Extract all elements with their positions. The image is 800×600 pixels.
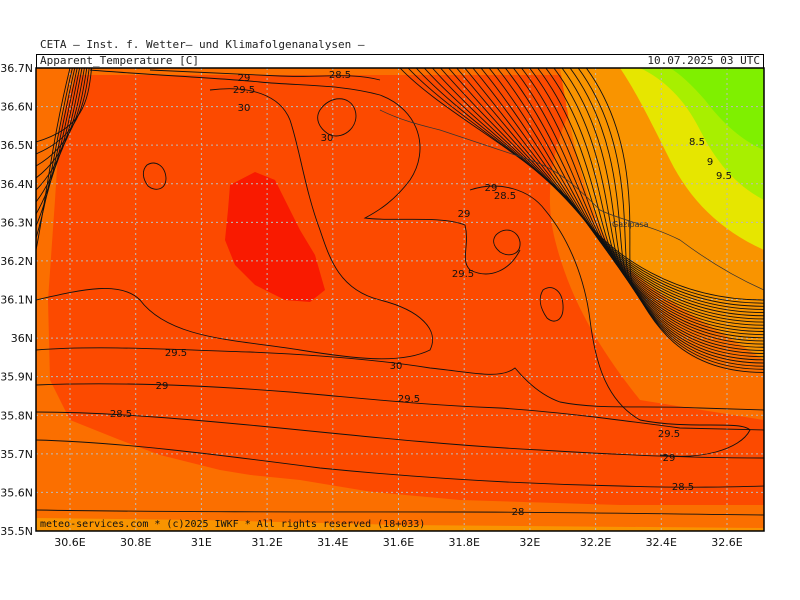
contour-label: 8.5 — [689, 137, 705, 148]
contour-label: 28.5 — [672, 482, 694, 493]
latitude-axis: 36.7N 36.6N 36.5N 36.4N 36.3N 36.2N 36.1N 36N 35… — [0, 62, 33, 538]
lon-tick-label: 31E — [191, 536, 212, 549]
contour-line — [36, 68, 81, 203]
contour-label: 29.5 — [658, 429, 680, 440]
field-cool-south — [36, 430, 764, 531]
contour-label: 29 — [156, 381, 169, 392]
longitude-axis: 30.6E 30.8E 31E 31.2E 31.4E 31.6E 31.8E 32E 32.2… — [54, 536, 742, 549]
field-hot — [225, 172, 325, 302]
contour-line — [553, 68, 764, 361]
lon-tick-label: 30.8E — [120, 536, 151, 549]
parameter-label: Apparent_Temperature [C] — [40, 54, 199, 67]
lon-tick-label: 32E — [519, 536, 540, 549]
contour-label: 29 — [238, 73, 251, 84]
contour-line — [36, 68, 78, 215]
contour-label: 29.5 — [398, 394, 420, 405]
lat-tick-label: 35.5N — [0, 525, 33, 538]
contour-label: 30 — [390, 361, 403, 372]
contour-lines — [36, 68, 764, 516]
lat-tick-label: 36.4N — [0, 178, 33, 191]
chart-title: CETA – Inst. f. Wetter– und Klimafolgena… — [40, 38, 365, 51]
contour-line — [561, 68, 764, 364]
contour-label: 9 — [707, 157, 713, 168]
lon-tick-label: 32.2E — [580, 536, 611, 549]
field-warm — [48, 75, 764, 520]
contour-label: 28.5 — [494, 191, 516, 202]
contour-line — [36, 347, 764, 411]
lat-tick-label: 35.8N — [0, 409, 33, 422]
contour-line — [36, 68, 76, 227]
contour-line — [36, 88, 433, 360]
lat-tick-label: 36.1N — [0, 294, 33, 307]
field-green-ne — [670, 68, 764, 150]
contour-line — [513, 68, 764, 345]
lon-tick-label: 32.4E — [646, 536, 677, 549]
contour-line — [539, 287, 564, 322]
contour-label: 29 — [485, 183, 498, 194]
contour-line — [36, 509, 764, 516]
contour-line — [89, 69, 521, 275]
field-cooler-south — [36, 518, 764, 531]
contour-line — [317, 98, 357, 137]
contour-label: 29.5 — [165, 348, 187, 359]
contour-line — [36, 439, 764, 488]
contour-line — [36, 68, 90, 155]
lat-tick-label: 35.6N — [0, 486, 33, 499]
contour-label: 30 — [238, 103, 251, 114]
map-fields — [36, 68, 764, 531]
contour-line — [493, 229, 521, 256]
contour-line — [537, 68, 764, 354]
contour-line — [36, 383, 764, 431]
contour-line — [36, 68, 93, 143]
lat-lon-grid — [36, 68, 764, 531]
lat-tick-label: 35.7N — [0, 448, 33, 461]
valid-time: 10.07.2025 03 UTC — [647, 54, 760, 67]
contour-label: 28.5 — [329, 70, 351, 81]
credit-line: meteo-services.com * (c)2025 IWKF * All … — [40, 519, 425, 530]
contour-line — [469, 185, 751, 457]
contour-label: 29.5 — [233, 85, 255, 96]
contour-line — [149, 69, 381, 81]
lon-tick-label: 31.6E — [383, 536, 414, 549]
contour-label: 28 — [512, 507, 525, 518]
lon-tick-label: 31.8E — [448, 536, 479, 549]
lat-tick-label: 36.7N — [0, 62, 33, 75]
lon-tick-label: 30.6E — [54, 536, 85, 549]
lon-tick-label: 31.4E — [317, 536, 348, 549]
contour-line — [36, 411, 764, 459]
lat-tick-label: 36.6N — [0, 101, 33, 114]
dense-contours — [36, 68, 764, 373]
contour-label: 29.5 — [452, 269, 474, 280]
lon-tick-label: 31.2E — [251, 536, 282, 549]
contour-label: 29 — [663, 453, 676, 464]
place-label: Gazipasa — [612, 220, 649, 229]
contour-line — [36, 68, 71, 251]
contour-line — [521, 68, 764, 348]
lat-tick-label: 36.5N — [0, 139, 33, 152]
contour-line — [577, 68, 764, 370]
contour-label: 30 — [321, 133, 334, 144]
lat-tick-label: 36.3N — [0, 216, 33, 229]
contour-label: 9.5 — [716, 171, 732, 182]
contour-label: 29 — [458, 209, 471, 220]
lon-tick-label: 32.6E — [711, 536, 742, 549]
header-box — [36, 54, 764, 68]
map-frame — [35, 67, 765, 532]
contour-labels: 29 29.5 30 28.5 30 29.5 30 29 29.5 29.5 … — [110, 70, 732, 518]
coastline — [379, 109, 764, 291]
contour-line — [545, 68, 764, 358]
lat-tick-label: 36.2N — [0, 255, 33, 268]
contour-line — [569, 68, 764, 367]
contour-line — [142, 162, 167, 190]
lat-tick-label: 35.9N — [0, 371, 33, 384]
lat-tick-label: 36N — [11, 332, 33, 345]
contour-line — [585, 68, 764, 373]
field-cool-nw — [36, 68, 80, 260]
contour-line — [529, 68, 764, 351]
contour-label: 28.5 — [110, 409, 132, 420]
